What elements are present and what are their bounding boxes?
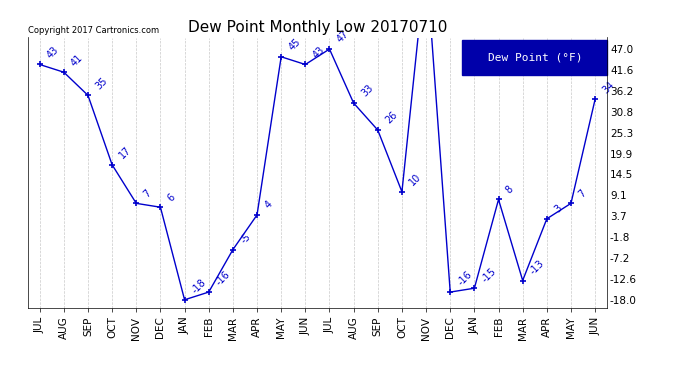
Text: -5: -5 <box>239 231 253 246</box>
Text: 41: 41 <box>70 53 85 68</box>
Text: 45: 45 <box>287 37 302 52</box>
Text: 17: 17 <box>118 145 133 160</box>
Text: -18: -18 <box>190 278 208 296</box>
Text: 26: 26 <box>384 110 399 126</box>
Text: 33: 33 <box>359 83 375 99</box>
Text: 6: 6 <box>166 192 177 203</box>
Text: 4: 4 <box>263 200 274 211</box>
Text: -15: -15 <box>480 266 498 284</box>
Text: 10: 10 <box>408 172 423 188</box>
Text: 34: 34 <box>601 80 616 95</box>
Text: 8: 8 <box>504 184 515 195</box>
Text: 7: 7 <box>577 188 588 199</box>
Text: 70: 70 <box>0 374 1 375</box>
Text: -16: -16 <box>456 270 474 288</box>
Text: -16: -16 <box>215 270 233 288</box>
Text: Dew Point (°F): Dew Point (°F) <box>488 53 582 63</box>
Text: 43: 43 <box>311 45 326 60</box>
Text: 3: 3 <box>553 203 564 214</box>
FancyBboxPatch shape <box>462 40 607 75</box>
Text: 43: 43 <box>46 45 61 60</box>
Text: -13: -13 <box>529 258 546 276</box>
Text: Copyright 2017 Cartronics.com: Copyright 2017 Cartronics.com <box>28 26 159 35</box>
Text: 35: 35 <box>94 75 109 91</box>
Title: Dew Point Monthly Low 20170710: Dew Point Monthly Low 20170710 <box>188 20 447 35</box>
Text: 7: 7 <box>142 188 153 199</box>
Text: 47: 47 <box>335 29 351 45</box>
